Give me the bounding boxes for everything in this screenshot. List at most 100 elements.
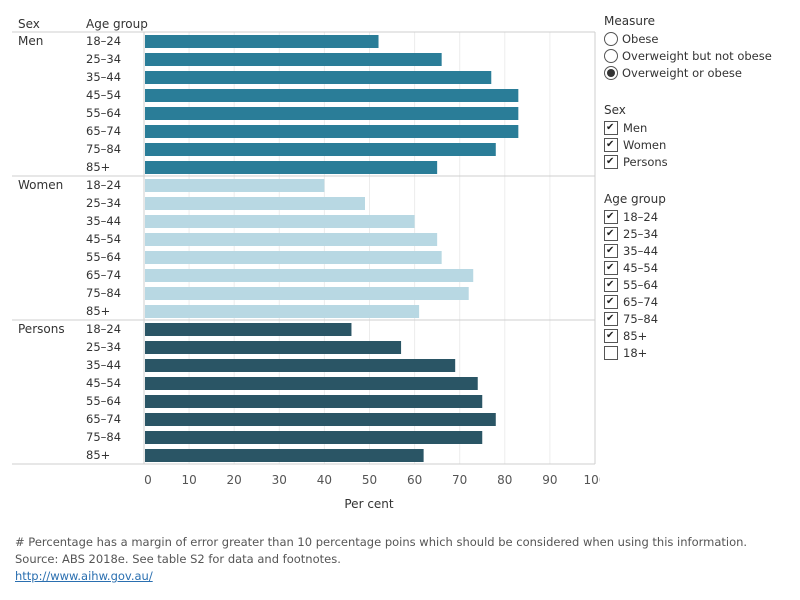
x-tick-label: 40 [317,473,332,487]
measure-option-label: Overweight or obese [622,65,742,80]
age-label: 85+ [86,304,110,318]
checkbox[interactable] [604,137,618,152]
age-group-option-0[interactable]: 18–24 [604,208,666,225]
x-tick-label: 0 [144,473,152,487]
bar-men-3[interactable] [145,89,519,102]
checkbox[interactable] [604,345,618,360]
age-group-option-7[interactable]: 85+ [604,327,666,344]
measure-option-2[interactable]: Overweight or obese [604,64,772,81]
bar-persons-4[interactable] [145,395,483,408]
x-tick-label: 30 [272,473,287,487]
age-label: 85+ [86,160,110,174]
bar-women-6[interactable] [145,287,469,300]
age-group-option-label: 18+ [623,345,648,360]
radio-button[interactable] [604,65,618,80]
checkbox[interactable] [604,311,618,326]
gridlines [12,31,596,465]
measure-option-label: Overweight but not obese [622,48,772,63]
checkbox[interactable] [604,277,618,292]
age-label: 18–24 [86,34,121,48]
source-note: Source: ABS 2018e. See table S2 for data… [15,552,341,566]
checkbox[interactable] [604,154,618,169]
bar-persons-5[interactable] [145,413,496,426]
age-group-option-3[interactable]: 45–54 [604,259,666,276]
age-label: 25–34 [86,52,121,66]
bar-men-0[interactable] [145,35,379,48]
age-group-filter: Age group 18–24 25–34 35–44 45–54 55–64 65–74… [604,192,666,361]
bar-persons-0[interactable] [145,323,352,336]
age-group-option-label: 25–34 [623,226,659,241]
checkbox[interactable] [604,260,618,275]
measure-option-0[interactable]: Obese [604,30,772,47]
x-axis-ticks: 0 10 20 30 40 50 60 70 80 90 100 [144,473,600,487]
bars-layer [145,35,519,462]
bar-women-4[interactable] [145,251,442,264]
bar-women-1[interactable] [145,197,365,210]
age-label: 85+ [86,448,110,462]
bar-women-2[interactable] [145,215,415,228]
age-label: 35–44 [86,358,121,372]
age-label: 75–84 [86,142,121,156]
age-label: 65–74 [86,412,121,426]
age-label: 45–54 [86,376,121,390]
age-label: 75–84 [86,286,121,300]
age-label: 65–74 [86,124,121,138]
radio-button[interactable] [604,48,618,63]
age-group-option-5[interactable]: 65–74 [604,293,666,310]
radio-button[interactable] [604,31,618,46]
bar-persons-2[interactable] [145,359,456,372]
measure-option-1[interactable]: Overweight but not obese [604,47,772,64]
checkbox[interactable] [604,209,618,224]
row-header-sex: Sex [18,17,40,31]
x-tick-label: 10 [181,473,196,487]
aihw-link[interactable]: http://www.aihw.gov.au/ [15,569,153,583]
checkbox[interactable] [604,120,618,135]
group-label-women: Women [18,178,63,192]
age-label: 45–54 [86,232,121,246]
bar-women-0[interactable] [145,179,325,192]
checkbox[interactable] [604,243,618,258]
x-tick-label: 70 [452,473,467,487]
age-group-option-label: 85+ [623,328,648,343]
age-label: 25–34 [86,340,121,354]
bar-women-5[interactable] [145,269,474,282]
sex-option-1[interactable]: Women [604,136,668,153]
age-group-option-label: 55–64 [623,277,659,292]
age-label: 65–74 [86,268,121,282]
age-group-option-1[interactable]: 25–34 [604,225,666,242]
sex-option-label: Persons [623,154,668,169]
age-label: 35–44 [86,214,121,228]
sex-option-0[interactable]: Men [604,119,668,136]
age-group-option-8[interactable]: 18+ [604,344,666,361]
bar-persons-1[interactable] [145,341,402,354]
bar-men-4[interactable] [145,107,519,120]
x-tick-label: 50 [362,473,377,487]
bar-men-6[interactable] [145,143,496,156]
sex-option-2[interactable]: Persons [604,153,668,170]
measure-filter-title: Measure [604,14,655,28]
age-group-option-6[interactable]: 75–84 [604,310,666,327]
bar-persons-3[interactable] [145,377,478,390]
checkbox[interactable] [604,294,618,309]
row-labels-layer: Men 18–24 25–34 35–44 45–54 55–64 65–74 75–84 85… [18,34,121,462]
checkbox[interactable] [604,328,618,343]
age-group-option-2[interactable]: 35–44 [604,242,666,259]
bar-men-1[interactable] [145,53,442,66]
bar-men-5[interactable] [145,125,519,138]
bar-men-2[interactable] [145,71,492,84]
group-label-men: Men [18,34,43,48]
age-label: 35–44 [86,70,121,84]
bar-persons-6[interactable] [145,431,483,444]
row-header-age-group: Age group [86,17,148,31]
age-label: 18–24 [86,178,121,192]
bar-women-7[interactable] [145,305,420,318]
x-tick-label: 60 [407,473,422,487]
bar-men-7[interactable] [145,161,438,174]
age-group-option-4[interactable]: 55–64 [604,276,666,293]
sex-option-label: Men [623,120,648,135]
bar-women-3[interactable] [145,233,438,246]
sex-option-label: Women [623,137,667,152]
bar-persons-7[interactable] [145,449,424,462]
sex-filter-title: Sex [604,103,626,117]
checkbox[interactable] [604,226,618,241]
